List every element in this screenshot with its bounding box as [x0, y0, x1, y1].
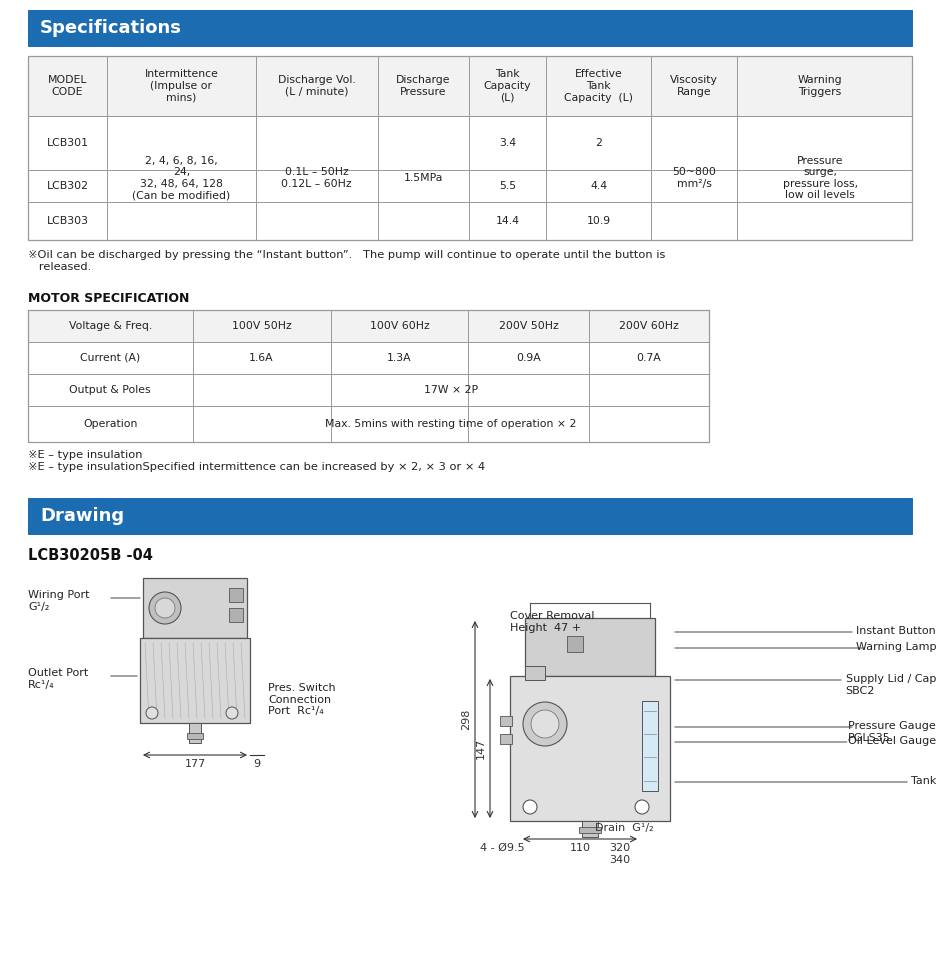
Text: Warning
Triggers: Warning Triggers	[798, 75, 842, 97]
Bar	[525, 618, 655, 676]
Text: 2, 4, 6, 8, 16,
24,
32, 48, 64, 128
(Can be modified): 2, 4, 6, 8, 16, 24, 32, 48, 64, 128 (Can…	[133, 156, 230, 200]
Text: 17W × 2P: 17W × 2P	[424, 385, 478, 395]
Text: 50~800
mm²/s: 50~800 mm²/s	[672, 167, 716, 189]
Text: 3.4: 3.4	[499, 138, 516, 148]
Circle shape	[146, 707, 158, 719]
Text: Current (A): Current (A)	[80, 353, 140, 363]
Text: Instant Button: Instant Button	[856, 626, 936, 636]
Bar	[500, 716, 512, 726]
Text: MOTOR SPECIFICATION: MOTOR SPECIFICATION	[28, 292, 189, 305]
Bar	[28, 10, 912, 46]
Bar	[642, 701, 658, 791]
Text: LCB301: LCB301	[47, 138, 88, 148]
Text: Drawing: Drawing	[40, 507, 124, 525]
Text: ※E – type insulation
※E – type insulationSpecified intermittence can be increase: ※E – type insulation ※E – type insulatio…	[28, 450, 485, 472]
Text: Effective
Tank
Capacity  (L): Effective Tank Capacity (L)	[564, 70, 634, 103]
Text: 1.6A: 1.6A	[249, 353, 274, 363]
Text: LCB302: LCB302	[47, 181, 88, 191]
Bar	[28, 374, 709, 406]
Text: 177: 177	[184, 759, 206, 769]
Text: 4 - Ø9.5: 4 - Ø9.5	[480, 843, 525, 853]
Text: 200V 50Hz: 200V 50Hz	[498, 321, 558, 331]
Text: Discharge
Pressure: Discharge Pressure	[396, 75, 450, 97]
Text: ※Oil can be discharged by pressing the “Instant button”.   The pump will continu: ※Oil can be discharged by pressing the “…	[28, 250, 666, 272]
Text: 4.4: 4.4	[590, 181, 607, 191]
Text: 1.3A: 1.3A	[387, 353, 412, 363]
Text: Voltage & Freq.: Voltage & Freq.	[69, 321, 152, 331]
Bar	[28, 310, 709, 342]
Text: Drain  G¹/₂: Drain G¹/₂	[595, 823, 653, 833]
Bar	[143, 578, 247, 638]
Bar	[140, 638, 250, 723]
Text: MODEL
CODE: MODEL CODE	[48, 75, 87, 97]
Text: 2: 2	[595, 138, 602, 148]
Text: 100V 60Hz: 100V 60Hz	[369, 321, 430, 331]
Text: 110: 110	[570, 843, 590, 853]
Text: 14.4: 14.4	[495, 216, 520, 226]
Circle shape	[523, 800, 537, 814]
Text: LCB303: LCB303	[47, 216, 88, 226]
Bar	[229, 608, 243, 622]
Bar	[567, 636, 583, 652]
Text: 320: 320	[609, 843, 631, 853]
Bar	[525, 666, 545, 680]
Text: 340: 340	[609, 855, 631, 865]
Text: Tank
Capacity
(L): Tank Capacity (L)	[484, 70, 531, 103]
Bar	[28, 56, 912, 116]
Text: Max. 5mins with resting time of operation × 2: Max. 5mins with resting time of operatio…	[325, 419, 576, 429]
Bar	[500, 734, 512, 744]
Text: Discharge Vol.
(L / minute): Discharge Vol. (L / minute)	[277, 75, 355, 97]
Bar	[28, 170, 912, 202]
Bar	[510, 676, 670, 821]
Text: 0.7A: 0.7A	[636, 353, 661, 363]
Text: Specifications: Specifications	[40, 19, 181, 37]
Circle shape	[226, 707, 238, 719]
Text: Pres. Switch
Connection
Port  Rc¹/₄: Pres. Switch Connection Port Rc¹/₄	[268, 683, 336, 717]
Text: 200V 60Hz: 200V 60Hz	[619, 321, 679, 331]
Text: Cover Removal
Height  47 +: Cover Removal Height 47 +	[510, 611, 594, 632]
Bar	[28, 56, 912, 240]
Circle shape	[149, 592, 181, 624]
Bar	[28, 498, 912, 534]
Circle shape	[635, 800, 649, 814]
Text: 9: 9	[254, 759, 260, 769]
Text: 5.5: 5.5	[499, 181, 516, 191]
Text: Viscosity
Range: Viscosity Range	[670, 75, 718, 97]
Text: Pressure Gauge
PGLS35: Pressure Gauge PGLS35	[848, 721, 936, 743]
Bar	[28, 202, 912, 240]
Text: Wiring Port
G¹/₂: Wiring Port G¹/₂	[28, 590, 89, 611]
Bar	[28, 116, 912, 170]
Text: 10.9: 10.9	[587, 216, 611, 226]
Text: Output & Poles: Output & Poles	[70, 385, 151, 395]
Bar	[187, 733, 203, 739]
Text: Warning Lamp: Warning Lamp	[855, 642, 936, 652]
Circle shape	[523, 702, 567, 746]
Bar	[229, 588, 243, 602]
Text: 1.5MPa: 1.5MPa	[403, 173, 443, 183]
Text: 0.9A: 0.9A	[516, 353, 540, 363]
Circle shape	[531, 710, 559, 738]
Bar	[582, 821, 598, 837]
Text: Oil Level Gauge: Oil Level Gauge	[848, 736, 936, 746]
Bar	[189, 723, 201, 743]
Text: LCB30205B -04: LCB30205B -04	[28, 548, 153, 563]
Bar	[579, 827, 601, 833]
Text: Intermittence
(Impulse or
mins): Intermittence (Impulse or mins)	[145, 70, 218, 103]
Text: 298: 298	[461, 709, 471, 730]
Bar	[28, 406, 709, 442]
Circle shape	[155, 598, 175, 618]
Text: Supply Lid / Cap
SBC2: Supply Lid / Cap SBC2	[846, 674, 936, 695]
Text: Operation: Operation	[83, 419, 137, 429]
Bar	[28, 342, 709, 374]
Text: Tank: Tank	[911, 776, 936, 786]
Text: 147: 147	[476, 738, 486, 759]
Text: Outlet Port
Rc¹/₄: Outlet Port Rc¹/₄	[28, 668, 88, 689]
Bar	[28, 310, 709, 442]
Text: 100V 50Hz: 100V 50Hz	[231, 321, 291, 331]
Text: 0.1L – 50Hz
0.12L – 60Hz: 0.1L – 50Hz 0.12L – 60Hz	[281, 167, 352, 189]
Text: Pressure
surge,
pressure loss,
low oil levels: Pressure surge, pressure loss, low oil l…	[782, 156, 857, 200]
